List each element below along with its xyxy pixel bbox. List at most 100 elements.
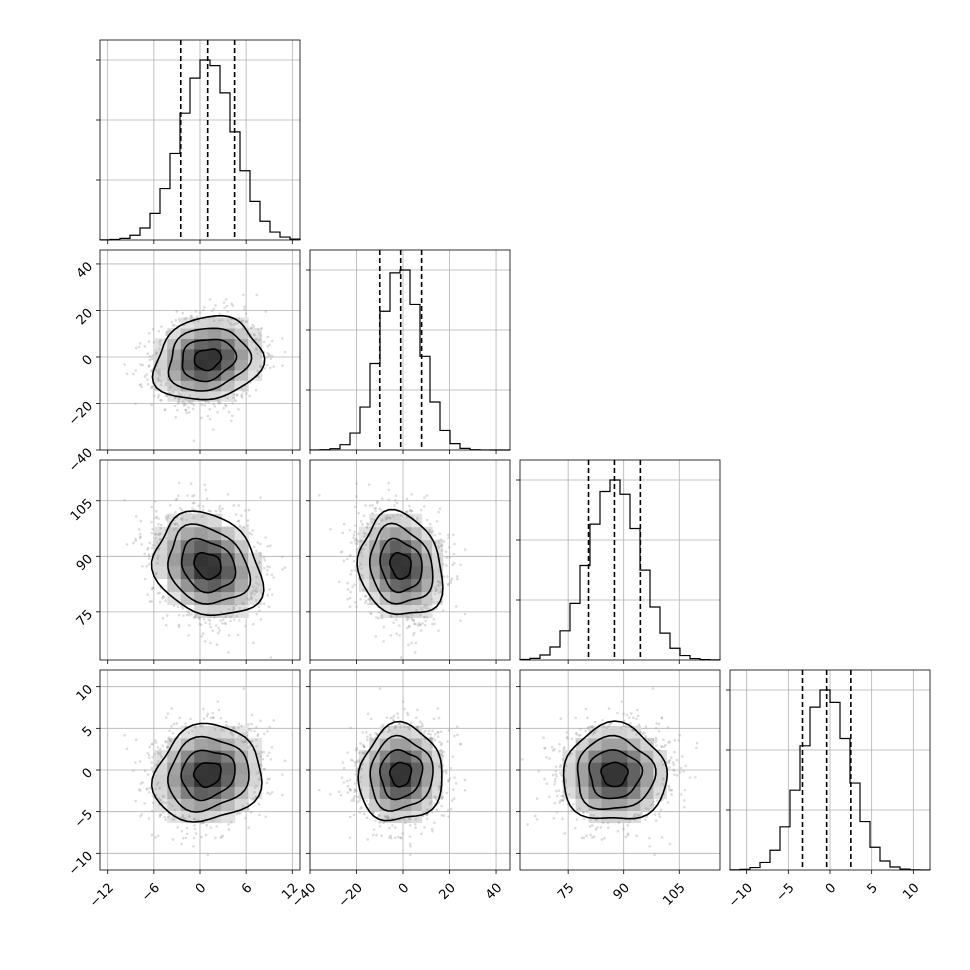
sample-point xyxy=(408,727,411,731)
sample-point xyxy=(422,505,426,508)
sample-point xyxy=(568,793,571,796)
sample-point xyxy=(582,811,585,814)
density-cell xyxy=(400,786,412,799)
sample-point xyxy=(672,763,676,767)
sample-point xyxy=(463,788,467,792)
density-cell xyxy=(640,798,654,812)
sample-point xyxy=(240,739,243,743)
sample-point xyxy=(363,812,366,816)
sample-point xyxy=(408,817,412,821)
density-cell xyxy=(153,539,168,554)
sample-point xyxy=(192,439,196,443)
sample-point xyxy=(201,308,205,312)
density-cell xyxy=(411,786,423,799)
sample-point xyxy=(350,799,353,802)
sample-point xyxy=(146,751,149,755)
sample-point xyxy=(438,581,441,584)
sample-point xyxy=(234,513,238,516)
sample-point xyxy=(237,734,241,738)
sample-point xyxy=(445,791,449,795)
sample-point xyxy=(438,785,441,788)
sample-point xyxy=(672,768,675,772)
density-cell xyxy=(248,348,263,360)
sample-point xyxy=(425,817,429,821)
sample-point xyxy=(437,591,441,594)
sample-point xyxy=(250,713,254,717)
sample-point xyxy=(180,508,184,512)
density-cell xyxy=(640,737,654,751)
sample-point xyxy=(237,504,241,507)
sample-point xyxy=(219,836,223,839)
sample-point xyxy=(181,517,184,520)
sample-point xyxy=(171,817,174,821)
density-cell xyxy=(358,539,370,554)
sample-point xyxy=(353,583,356,586)
sample-point xyxy=(437,785,441,789)
sample-point xyxy=(645,815,649,819)
sample-point xyxy=(244,624,247,628)
sample-point xyxy=(353,794,356,798)
density-cell xyxy=(194,380,209,392)
sample-point xyxy=(667,741,670,744)
density-cell xyxy=(221,369,236,381)
density-cell xyxy=(369,565,381,580)
density-cell xyxy=(369,578,381,593)
sample-point xyxy=(182,402,186,406)
sample-point xyxy=(281,364,284,368)
density-cell xyxy=(390,591,402,606)
density-cell xyxy=(601,750,616,763)
sample-point xyxy=(177,400,180,403)
sample-point xyxy=(421,724,424,728)
sample-point xyxy=(165,745,169,749)
sample-point xyxy=(446,583,450,586)
sample-point xyxy=(259,719,262,723)
sample-point xyxy=(395,724,398,728)
sample-point xyxy=(387,498,391,502)
sample-point xyxy=(393,724,397,728)
sample-point xyxy=(201,505,205,508)
sample-point xyxy=(158,368,161,371)
sample-point xyxy=(627,820,631,824)
sample-point xyxy=(240,395,244,399)
sample-point xyxy=(157,372,160,375)
sample-point xyxy=(173,396,177,400)
sample-point xyxy=(165,716,168,719)
sample-point xyxy=(448,777,452,780)
sample-point xyxy=(418,720,422,724)
sample-point xyxy=(398,634,401,637)
sample-point xyxy=(208,417,212,421)
sample-point xyxy=(345,557,349,561)
sample-point xyxy=(147,753,151,757)
density-cell xyxy=(400,513,412,528)
sample-point xyxy=(158,343,162,346)
sample-point xyxy=(214,509,218,513)
sample-point xyxy=(150,833,154,837)
sample-point xyxy=(167,736,171,740)
sample-point xyxy=(389,516,392,520)
density-cell xyxy=(194,774,209,787)
density-cell xyxy=(221,725,236,739)
sample-point xyxy=(408,726,412,730)
sample-point xyxy=(353,539,357,542)
sample-point xyxy=(252,333,256,337)
sample-point xyxy=(154,836,157,839)
sample-point xyxy=(259,365,262,369)
sample-point xyxy=(362,745,366,748)
sample-point xyxy=(378,813,381,817)
sample-point xyxy=(227,410,231,414)
sample-point xyxy=(264,536,268,539)
sample-point xyxy=(192,616,196,619)
density-layer xyxy=(521,687,699,857)
sample-point xyxy=(183,401,187,405)
sample-point xyxy=(447,779,450,782)
sample-point xyxy=(232,726,235,730)
sample-point xyxy=(175,497,179,501)
sample-point xyxy=(365,525,369,529)
sample-point xyxy=(252,641,255,645)
sample-point xyxy=(388,516,391,520)
sample-point xyxy=(407,816,411,820)
sample-point xyxy=(162,795,165,798)
sample-point xyxy=(644,735,648,738)
sample-point xyxy=(191,402,194,405)
sample-point xyxy=(211,629,215,632)
